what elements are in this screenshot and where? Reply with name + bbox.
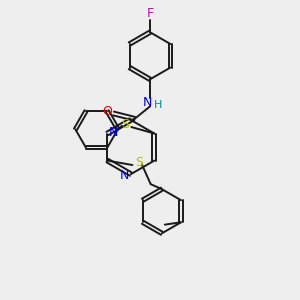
Text: F: F: [146, 8, 154, 20]
Text: N: N: [109, 125, 119, 139]
Text: S: S: [121, 118, 129, 130]
Text: H: H: [154, 100, 162, 110]
Text: N: N: [120, 169, 129, 182]
Text: O: O: [102, 105, 112, 118]
Text: S: S: [135, 156, 143, 169]
Text: N: N: [142, 96, 152, 109]
